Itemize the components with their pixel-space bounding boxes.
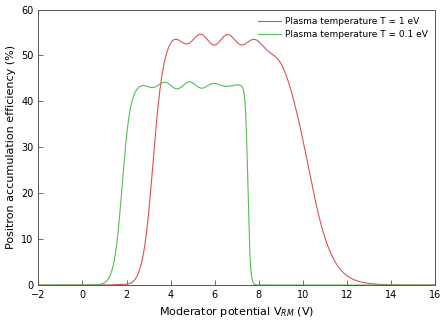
Plasma temperature T = 1 eV bbox=[36, 283, 41, 287]
Legend: Plasma temperature T = 1 eV, Plasma temperature T = 0.1 eV: Plasma temperature T = 1 eV, Plasma temp… bbox=[255, 14, 431, 42]
Plasma temperature T = 0.1 eV bbox=[108, 273, 113, 277]
Y-axis label: Positron accumulation efficiency (%): Positron accumulation efficiency (%) bbox=[5, 45, 16, 249]
Plasma temperature T = 1 eV bbox=[433, 283, 438, 287]
Plasma temperature T = 1 eV bbox=[38, 283, 43, 287]
Plasma temperature T = 0.1 eV bbox=[294, 283, 299, 287]
Plasma temperature T = 1 eV bbox=[108, 283, 113, 287]
Plasma temperature T = 0.1 eV bbox=[187, 80, 193, 84]
Plasma temperature T = 1 eV bbox=[294, 111, 299, 114]
Plasma temperature T = 1 eV bbox=[274, 56, 279, 60]
Plasma temperature T = 0.1 eV bbox=[274, 283, 279, 287]
Plasma temperature T = 0.1 eV bbox=[36, 283, 41, 287]
Plasma temperature T = 1 eV bbox=[187, 41, 193, 45]
Line: Plasma temperature T = 1 eV: Plasma temperature T = 1 eV bbox=[38, 34, 435, 285]
Plasma temperature T = 0.1 eV bbox=[42, 283, 47, 287]
X-axis label: Moderator potential V$_{RM}$ (V): Moderator potential V$_{RM}$ (V) bbox=[159, 306, 314, 319]
Plasma temperature T = 0.1 eV bbox=[332, 283, 337, 287]
Plasma temperature T = 0.1 eV bbox=[362, 283, 367, 287]
Plasma temperature T = 1 eV bbox=[362, 281, 367, 285]
Plasma temperature T = 1 eV bbox=[332, 259, 337, 263]
Plasma temperature T = 0.1 eV bbox=[433, 283, 438, 287]
Line: Plasma temperature T = 0.1 eV: Plasma temperature T = 0.1 eV bbox=[38, 82, 435, 285]
Plasma temperature T = 0.1 eV bbox=[187, 80, 192, 84]
Plasma temperature T = 1 eV bbox=[198, 32, 203, 36]
